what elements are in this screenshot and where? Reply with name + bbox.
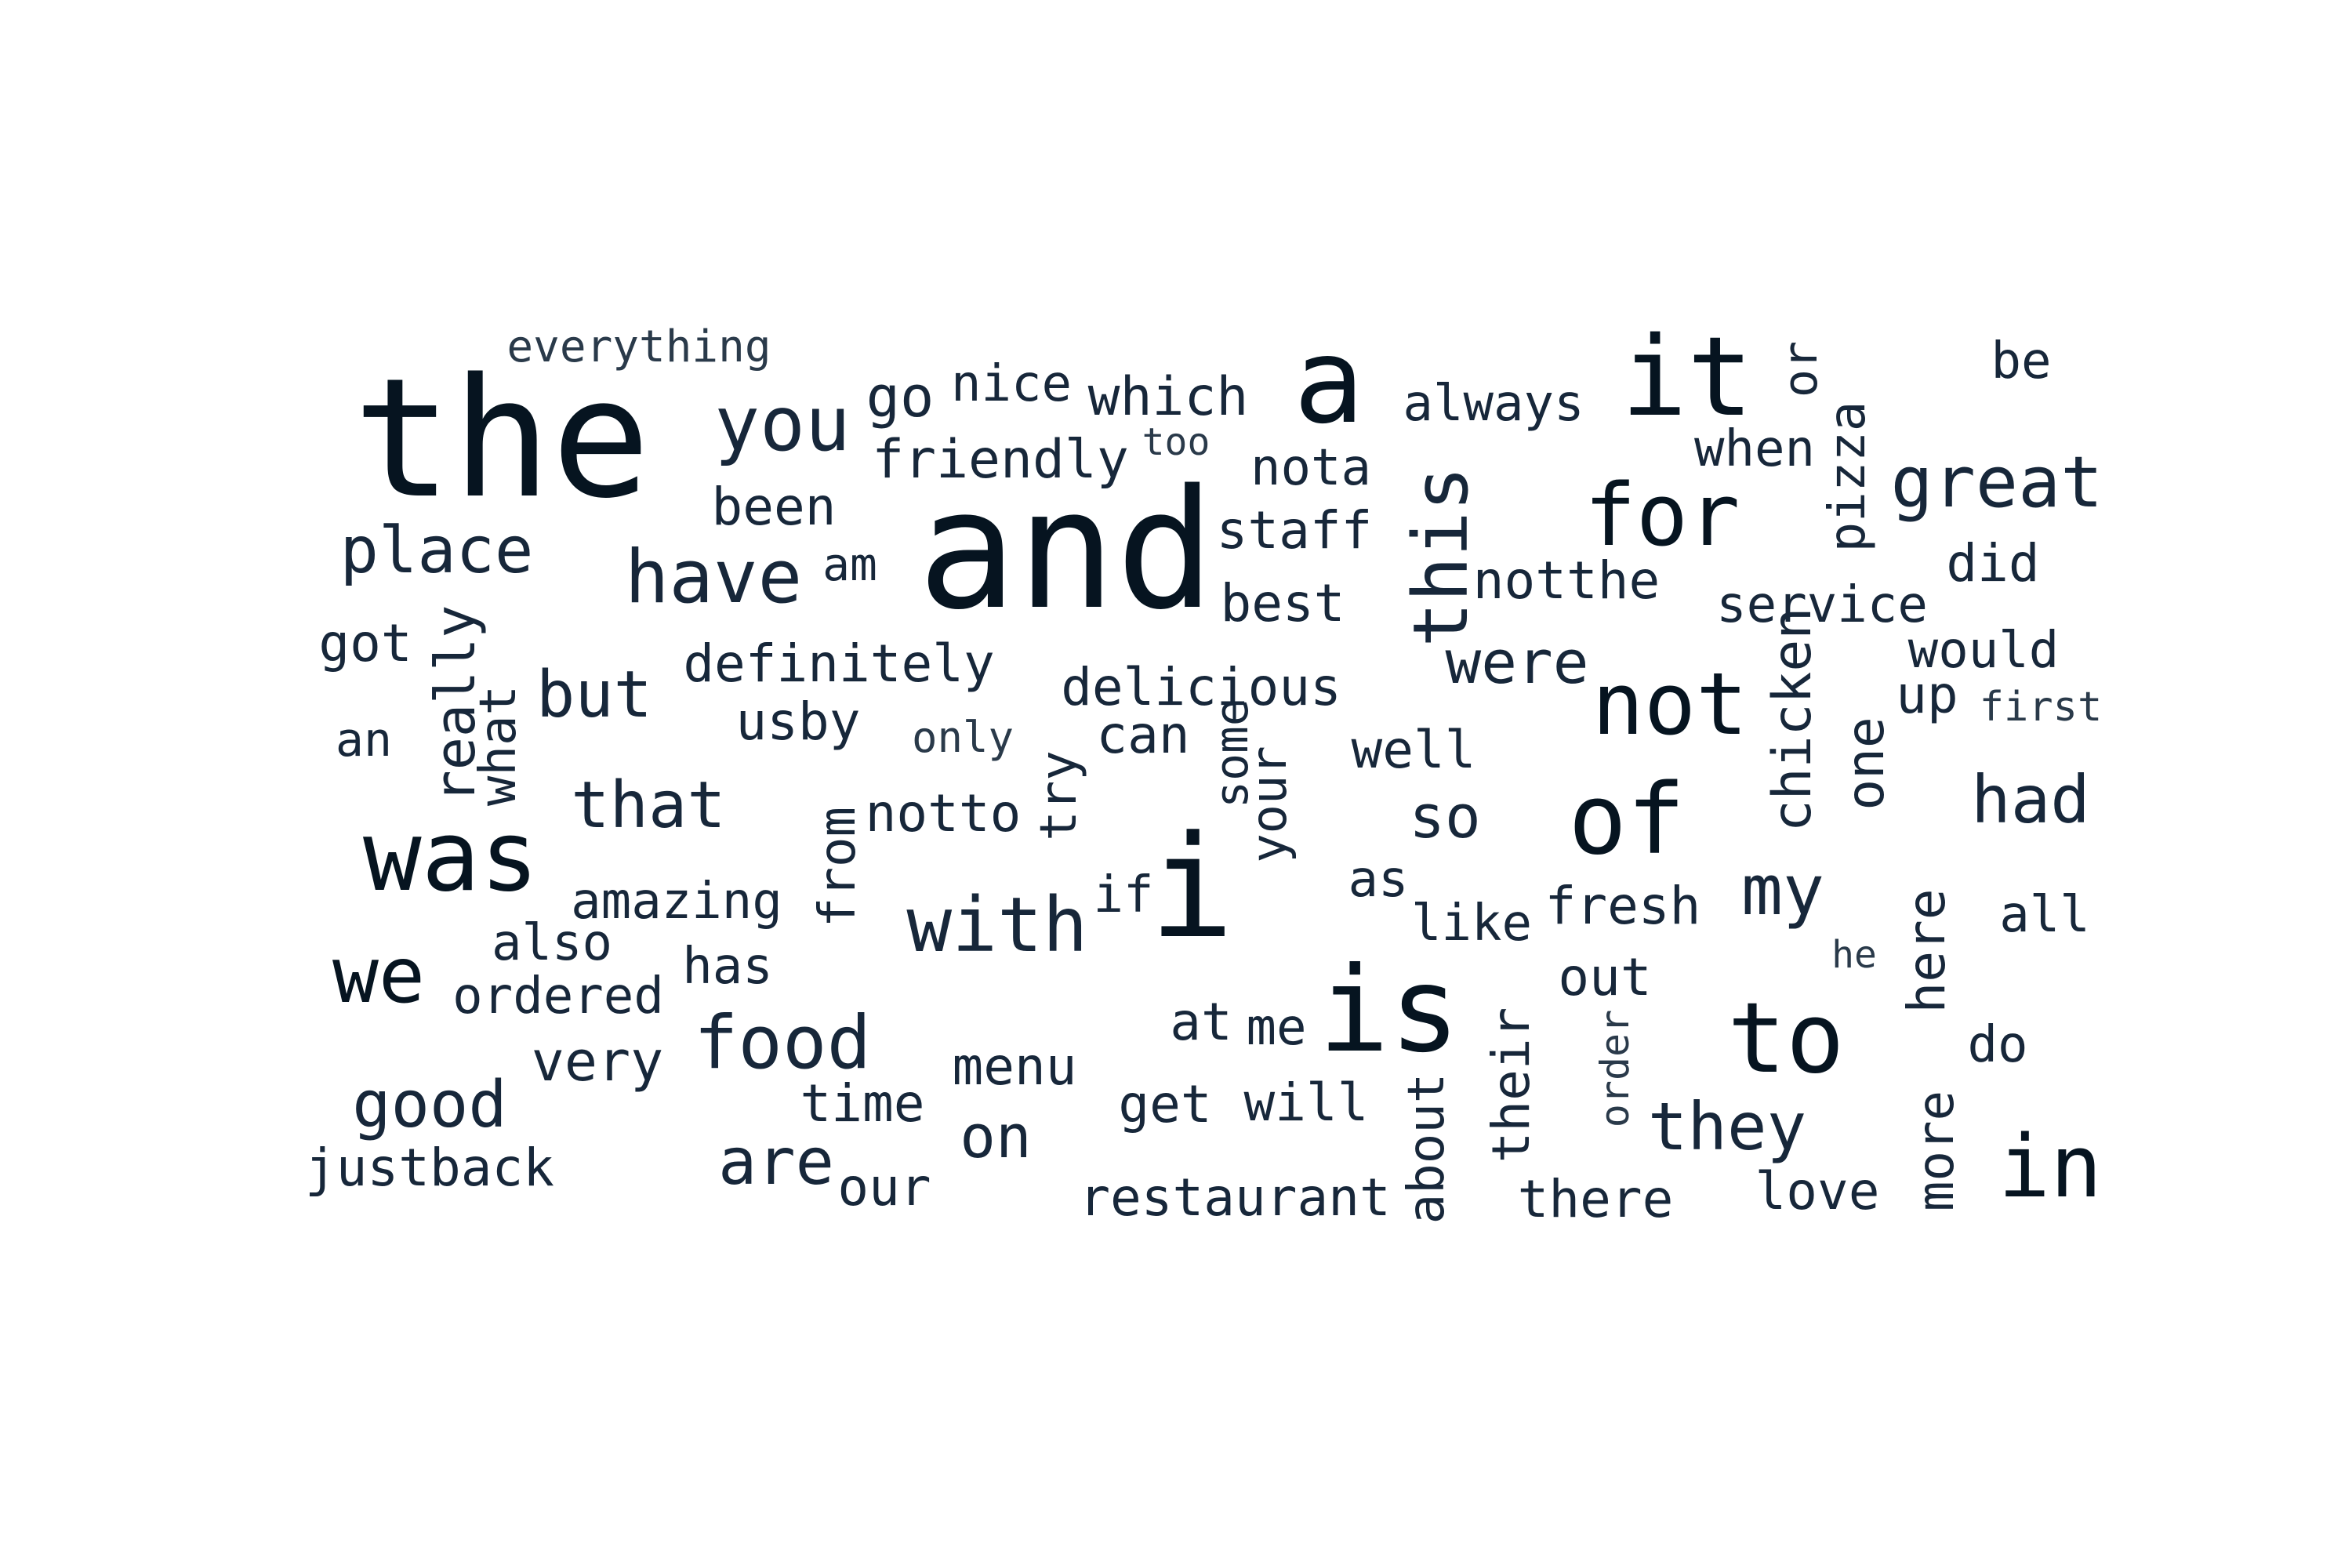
cloud-word: which [1087,366,1249,428]
cloud-word: to [1727,982,1845,1095]
cloud-word: friendly [872,429,1129,491]
cloud-word: notto [865,783,1022,844]
cloud-word: for [1584,465,1740,565]
cloud-word: would [1907,622,2060,680]
cloud-word: that [571,768,726,843]
cloud-word: our [837,1157,931,1218]
cloud-word: best [1220,573,1345,633]
cloud-word: great [1890,441,2103,524]
cloud-word: so [1409,782,1481,851]
cloud-word: very [531,1029,664,1094]
cloud-word: well [1351,720,1476,780]
cloud-word: nota [1250,439,1372,497]
cloud-word: all [1999,886,2090,944]
cloud-word: or [1773,340,1828,398]
cloud-word: did [1946,533,2040,593]
cloud-word: everything [506,321,771,372]
cloud-word: there [1517,1169,1674,1229]
cloud-word: from [809,806,867,928]
cloud-word: go [866,364,935,430]
cloud-word: a [1293,314,1365,450]
cloud-word: at [1170,992,1232,1052]
cloud-word: my [1741,850,1824,931]
cloud-word: too [1142,420,1210,464]
cloud-word: try [1030,750,1088,841]
cloud-word: and [917,454,1215,646]
cloud-word: me [1246,999,1307,1057]
cloud-word: they [1647,1088,1807,1165]
cloud-word: nice [950,355,1073,413]
cloud-word: like [1410,895,1533,953]
cloud-word: good [352,1068,507,1142]
cloud-word: staff [1216,500,1373,561]
cloud-word: were [1445,627,1589,697]
cloud-word: if [1093,866,1154,924]
cloud-word: first [1979,684,2103,731]
cloud-word: are [717,1125,835,1200]
cloud-word: love [1755,1161,1880,1221]
cloud-word: here [1896,888,1957,1014]
cloud-word: get [1118,1074,1212,1134]
cloud-word: we [332,931,426,1021]
cloud-word: restaurant [1079,1167,1391,1228]
cloud-word: had [1971,761,2090,838]
cloud-word: also [491,914,613,972]
cloud-word: menu [952,1036,1077,1097]
cloud-word: pizza [1819,401,1877,553]
cloud-word: notthe [1472,550,1661,611]
cloud-word: only [911,713,1014,762]
cloud-word: amazing [571,873,782,931]
cloud-word: do [1967,1016,2028,1074]
cloud-word: service [1716,576,1928,634]
cloud-word: will [1243,1073,1369,1133]
cloud-word: am [822,538,877,591]
cloud-word: of [1568,764,1686,877]
cloud-word: delicious [1061,657,1341,717]
cloud-word: about [1398,1073,1456,1225]
cloud-word: be [1991,332,2052,390]
cloud-word: on [960,1102,1032,1171]
cloud-word: with [906,881,1088,969]
cloud-word: you [714,380,851,468]
cloud-word: always [1403,375,1584,433]
cloud-word: fresh [1544,876,1701,936]
cloud-word: been [711,477,837,537]
cloud-word: in [1998,1116,2103,1217]
cloud-word: i [1149,806,1235,970]
cloud-word: the [353,343,651,535]
cloud-word: has [682,938,773,996]
cloud-word: this [1397,466,1485,648]
cloud-word: an [335,713,393,768]
cloud-word: their [1481,1007,1541,1163]
cloud-word: usby [735,691,861,752]
cloud-word: justback [305,1138,554,1198]
cloud-word: he [1831,933,1877,977]
cloud-word: have [624,535,803,620]
cloud-word: time [800,1073,925,1134]
cloud-word: what [470,684,528,807]
cloud-word: food [693,1000,872,1086]
cloud-word: as [1348,851,1409,909]
cloud-word: it [1621,314,1754,441]
cloud-word: up [1896,665,1958,725]
cloud-word: but [535,658,653,732]
cloud-word: place [339,514,534,588]
cloud-word: was [363,800,539,913]
cloud-word: order [1592,1009,1638,1128]
cloud-word: not [1592,654,1748,754]
cloud-word: when [1693,420,1816,478]
cloud-word: more [1907,1090,1965,1212]
cloud-word: is [1318,942,1461,1079]
cloud-word: one [1835,717,1896,811]
cloud-word: ordered [452,967,664,1025]
cloud-word: got [318,613,412,673]
cloud-word: your [1240,746,1298,863]
cloud-word: can [1096,705,1190,765]
cloud-word: definitely [683,633,995,694]
cloud-word: out [1558,947,1652,1007]
cloud-word: chicken [1762,607,1824,833]
